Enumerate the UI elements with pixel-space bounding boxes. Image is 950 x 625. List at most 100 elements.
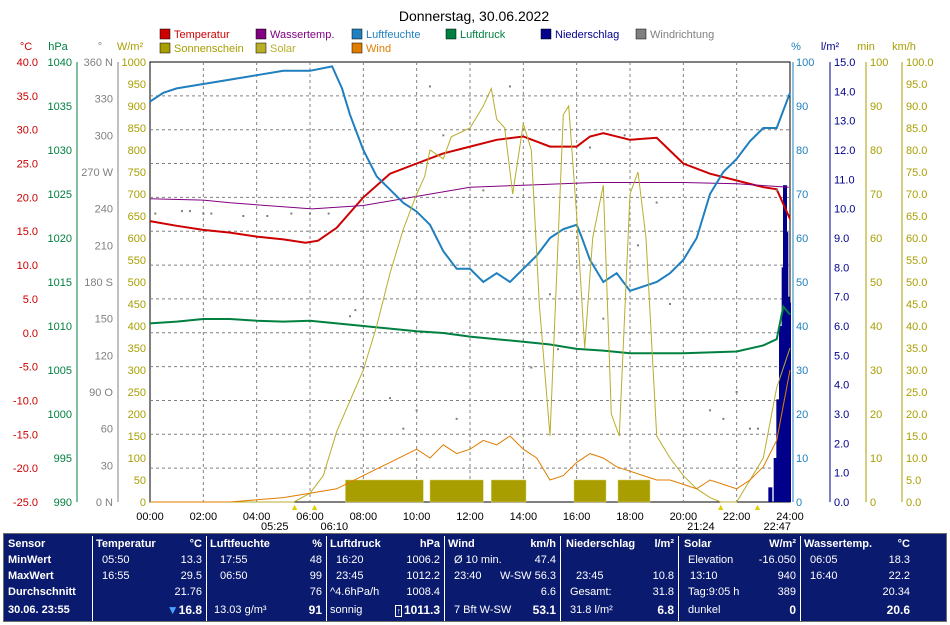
sunmin-tick-label: 0 xyxy=(870,497,876,509)
sunshine-bars xyxy=(345,479,651,503)
legend-swatch xyxy=(351,28,363,40)
x-tick-label: 14:00 xyxy=(510,511,538,523)
rain-tick-label: 14.0 xyxy=(834,86,855,98)
wind-direction-point xyxy=(775,189,778,192)
direction-tick-label: 150 xyxy=(95,314,113,326)
wind-tick-label: 75.0 xyxy=(906,167,927,179)
direction-tick-label: 210 xyxy=(95,240,113,252)
temp-tick-label: 35.0 xyxy=(17,91,38,103)
humidity-tick-label: 10 xyxy=(796,453,808,465)
pressure-tick-label: 1015 xyxy=(48,277,72,289)
wind-column: Wind km/h Ø 10 min. 47.4 23:40 W-SW 56.3… xyxy=(448,536,556,621)
sun-marker: ▲ xyxy=(753,502,762,512)
wind-direction-point xyxy=(655,201,658,204)
direction-tick-label: 360 N xyxy=(84,57,113,69)
temperature-avg: 21.76 xyxy=(174,586,202,598)
temp-tick-label: 15.0 xyxy=(17,226,38,238)
sunmin-tick-label: 20 xyxy=(870,409,882,421)
wind-tick-label: 85.0 xyxy=(906,123,927,135)
humidity-tick-label: 20 xyxy=(796,409,808,421)
water-temp-min-time: 06:05 xyxy=(810,554,838,566)
divider xyxy=(92,536,93,621)
wind-direction-point xyxy=(290,212,293,215)
divider xyxy=(678,536,679,621)
temperature-unit: °C xyxy=(189,538,202,550)
wind-tick-label: 100.0 xyxy=(906,57,934,69)
rain-column: Niederschlag l/m² 23:45 10.8 Gesamt: 31.… xyxy=(566,536,674,621)
direction-tick-label: 60 xyxy=(101,424,113,436)
humidity-column: Luftfeuchte % 17:55 48 06:50 99 76 13.03… xyxy=(210,536,322,621)
legend-swatch xyxy=(635,28,647,40)
wind-direction-point xyxy=(362,366,365,369)
sun-annotations: ▲05:25▲06:10▲21:24▲22:47 xyxy=(261,502,791,532)
wind-tick-label: 5.0 xyxy=(906,475,921,487)
sun-marker: ▲ xyxy=(310,502,319,512)
x-tick-label: 04:00 xyxy=(243,511,271,523)
wind-avg: 6.6 xyxy=(540,586,556,598)
humidity-tick-label: 100 xyxy=(796,57,814,69)
water-temp-max-time: 16:40 xyxy=(810,570,838,582)
sun-marker: ▲ xyxy=(716,502,725,512)
divider xyxy=(326,536,327,621)
humidity-max-time: 06:50 xyxy=(220,570,248,582)
solar-tick-label: 550 xyxy=(128,255,146,267)
wind-max: 56.3 xyxy=(534,570,556,582)
humidity-tick-label: 80 xyxy=(796,145,808,157)
wind-direction-point xyxy=(482,189,485,192)
row-label-max: MaxWert xyxy=(8,570,54,582)
wind-avg10: 47.4 xyxy=(534,554,556,566)
sunshine-bar xyxy=(491,479,527,503)
humidity-unit-label: % xyxy=(791,41,801,53)
temp-tick-label: -25.0 xyxy=(13,497,38,509)
sunmin-tick-label: 100 xyxy=(870,57,888,69)
legend-label: Sonnenschein xyxy=(174,43,244,55)
legend-label: Niederschlag xyxy=(555,29,619,41)
water-temp-min: 18.3 xyxy=(888,554,910,566)
wind-direction-point xyxy=(202,212,205,215)
temperature-min: 13.3 xyxy=(180,554,202,566)
pressure-tick-label: 1020 xyxy=(48,233,72,245)
rain-max: 10.8 xyxy=(652,570,674,582)
pressure-tick-label: 1035 xyxy=(48,101,72,113)
solar-elevation-label: Elevation xyxy=(688,554,734,566)
series-line xyxy=(150,369,791,503)
x-tick-label: 10:00 xyxy=(403,511,431,523)
wind-tick-label: 15.0 xyxy=(906,431,927,443)
sunmin-tick-label: 60 xyxy=(870,233,882,245)
wind-tick-label: 60.0 xyxy=(906,233,927,245)
x-tick-label: 20:00 xyxy=(670,511,698,523)
solar-tick-label: 50 xyxy=(134,475,146,487)
wind-avg10-label: Ø 10 min. xyxy=(454,554,502,566)
solar-tick-label: 250 xyxy=(128,387,146,399)
rain-current: 6.8 xyxy=(657,603,674,617)
legend-label: Wind xyxy=(366,43,391,55)
sun-time-label: 22:47 xyxy=(763,521,791,532)
x-tick-label: 12:00 xyxy=(456,511,484,523)
series-line xyxy=(150,86,791,503)
wind-tick-label: 25.0 xyxy=(906,387,927,399)
wind-tick-label: 35.0 xyxy=(906,343,927,355)
sensor-header: Sensor xyxy=(8,538,46,550)
temp-tick-label: -10.0 xyxy=(13,395,38,407)
wind-tick-label: 80.0 xyxy=(906,145,927,157)
rain-header: Niederschlag xyxy=(566,538,636,550)
wind-tick-label: 10.0 xyxy=(906,453,927,465)
divider xyxy=(444,536,445,621)
wind-direction-point xyxy=(189,210,191,213)
wind-tick-label: 20.0 xyxy=(906,409,927,421)
humidity-tick-label: 30 xyxy=(796,365,808,377)
humidity-current: 91 xyxy=(308,603,322,617)
sunshine-bar xyxy=(345,479,424,503)
temp-tick-label: 30.0 xyxy=(17,125,38,137)
pressure-column: Luftdruck hPa 16:20 1006.2 23:45 1012.2 … xyxy=(330,536,440,621)
divider xyxy=(206,536,207,621)
x-tick-label: 02:00 xyxy=(190,511,218,523)
wind-direction-point xyxy=(749,427,751,430)
solar-tick-label: 450 xyxy=(128,299,146,311)
temp-tick-label: 20.0 xyxy=(17,192,38,204)
wind-tick-label: 65.0 xyxy=(906,211,927,223)
pressure-tick-label: 995 xyxy=(54,453,72,465)
series-line xyxy=(149,65,791,292)
temp-tick-label: 5.0 xyxy=(23,294,38,306)
temp-tick-label: 0.0 xyxy=(23,328,38,340)
